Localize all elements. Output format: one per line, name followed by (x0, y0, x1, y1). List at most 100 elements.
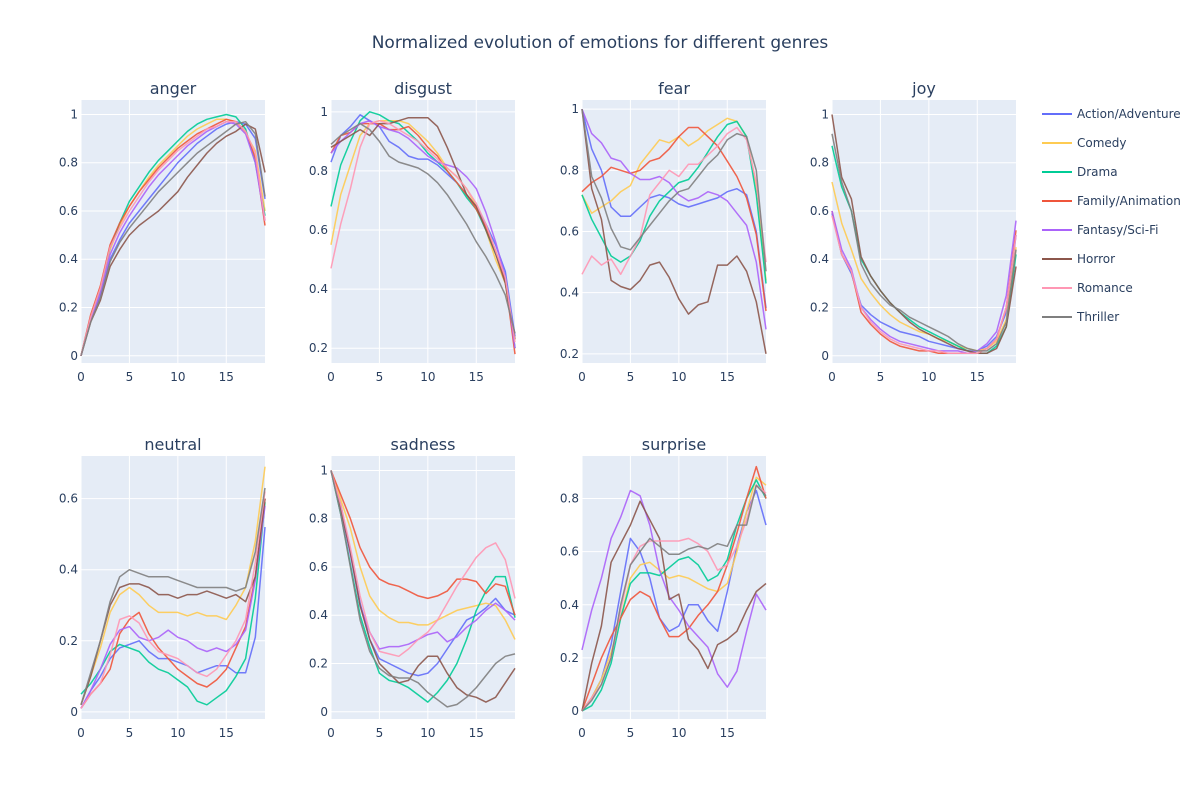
plot-area (81, 100, 265, 363)
x-tick-label: 0 (77, 370, 85, 384)
x-tick-label: 10 (170, 370, 185, 384)
y-tick-label: 0.2 (560, 651, 579, 665)
y-tick-label: 0 (821, 349, 829, 363)
x-tick-label: 10 (671, 726, 686, 740)
series-line-thriller (581, 109, 767, 272)
y-tick-label: 0.8 (560, 163, 579, 177)
series-line-horror (831, 114, 1017, 355)
y-tick-label: 1 (70, 107, 78, 121)
x-tick-label: 15 (219, 726, 234, 740)
y-tick-label: 0.4 (309, 282, 328, 296)
legend-item[interactable]: Action/Adventure (1042, 107, 1181, 121)
series-line-fantasy-sci-fi (80, 120, 266, 356)
legend-item[interactable]: Drama (1042, 165, 1118, 179)
series-line-horror (80, 498, 266, 706)
legend-item[interactable]: Romance (1042, 281, 1133, 295)
series-line-drama (581, 120, 767, 284)
series-line-action-adventure (581, 489, 767, 712)
x-tick-label: 5 (627, 726, 635, 740)
series-line-thriller (80, 487, 266, 706)
y-tick-label: 0.4 (309, 608, 328, 622)
legend-label: Comedy (1077, 136, 1127, 150)
x-tick-label: 5 (126, 726, 134, 740)
series-line-romance (330, 470, 516, 658)
y-tick-label: 0.2 (59, 634, 78, 648)
legend-label: Fantasy/Sci-Fi (1077, 223, 1158, 237)
series-line-drama (330, 470, 516, 703)
y-tick-label: 0.4 (59, 563, 78, 577)
x-tick-label: 10 (170, 726, 185, 740)
x-tick-label: 5 (877, 370, 885, 384)
x-tick-label: 5 (376, 370, 384, 384)
legend-label: Horror (1077, 252, 1115, 266)
series-line-comedy (330, 470, 516, 640)
y-tick-label: 0.4 (560, 286, 579, 300)
x-tick-label: 10 (921, 370, 936, 384)
plot-area (582, 456, 766, 719)
series-line-fantasy-sci-fi (330, 119, 516, 349)
subplot-title: fear (658, 79, 690, 98)
x-tick-label: 10 (420, 370, 435, 384)
subplot-title: joy (911, 79, 936, 98)
y-tick-label: 0.4 (560, 598, 579, 612)
y-tick-label: 0 (320, 705, 328, 719)
y-tick-label: 0 (70, 705, 78, 719)
legend-item[interactable]: Comedy (1042, 136, 1127, 150)
series-line-family-animation (581, 465, 767, 712)
y-tick-label: 0.6 (560, 225, 579, 239)
y-tick-label: 0.2 (309, 341, 328, 355)
x-tick-label: 0 (578, 370, 586, 384)
series-line-fantasy-sci-fi (581, 108, 767, 330)
subplot-sadness: 0 5 10 15 0 0.2 0.4 0.6 0.8 1 sadness (309, 435, 516, 740)
series-line-family-animation (581, 126, 767, 312)
x-tick-label: 15 (720, 726, 735, 740)
y-tick-label: 1 (320, 105, 328, 119)
x-tick-label: 0 (828, 370, 836, 384)
series-line-action-adventure (831, 213, 1017, 352)
series-line-romance (330, 119, 516, 343)
legend-item[interactable]: Horror (1042, 252, 1115, 266)
y-tick-label: 0.6 (309, 223, 328, 237)
x-tick-label: 15 (469, 370, 484, 384)
y-tick-label: 1 (821, 107, 829, 121)
series-line-comedy (581, 117, 767, 281)
y-tick-label: 0.6 (810, 204, 829, 218)
y-tick-label: 0.2 (309, 657, 328, 671)
y-tick-label: 0.8 (309, 512, 328, 526)
subplot-title: sadness (391, 435, 456, 454)
series-line-thriller (80, 120, 266, 357)
legend-item[interactable]: Thriller (1042, 310, 1119, 324)
y-tick-label: 0.4 (59, 252, 78, 266)
subplot-disgust: 0 5 10 15 0.2 0.4 0.6 0.8 1 disgust (309, 79, 516, 384)
x-tick-label: 0 (327, 726, 335, 740)
subplot-joy: 0 5 10 15 0 0.2 0.4 0.6 0.8 1 joy (810, 79, 1017, 384)
x-tick-label: 15 (970, 370, 985, 384)
y-tick-label: 0.2 (59, 301, 78, 315)
legend-label: Drama (1077, 165, 1118, 179)
x-tick-label: 10 (420, 726, 435, 740)
legend: Action/Adventure Comedy Drama Family/Animat… (1042, 107, 1181, 324)
x-tick-label: 5 (376, 726, 384, 740)
series-line-horror (581, 500, 767, 712)
series-line-fantasy-sci-fi (80, 505, 266, 709)
series-line-drama (581, 479, 767, 712)
series-line-thriller (831, 133, 1017, 352)
x-tick-label: 0 (77, 726, 85, 740)
x-tick-label: 15 (219, 370, 234, 384)
legend-item[interactable]: Family/Animation (1042, 194, 1181, 208)
y-tick-label: 0.8 (810, 156, 829, 170)
series-line-horror (581, 109, 767, 354)
x-tick-label: 10 (671, 370, 686, 384)
plot-area (832, 100, 1016, 363)
series-line-family-animation (80, 498, 266, 709)
x-tick-label: 15 (720, 370, 735, 384)
series-line-thriller (330, 470, 516, 708)
legend-item[interactable]: Fantasy/Sci-Fi (1042, 223, 1158, 237)
series-line-comedy (80, 466, 266, 706)
y-tick-label: 0.8 (560, 492, 579, 506)
series-line-fantasy-sci-fi (581, 489, 767, 688)
series-line-romance (80, 120, 266, 356)
series-line-action-adventure (581, 109, 767, 309)
subplot-surprise: 0 5 10 15 0 0.2 0.4 0.6 0.8 surprise (560, 435, 767, 740)
